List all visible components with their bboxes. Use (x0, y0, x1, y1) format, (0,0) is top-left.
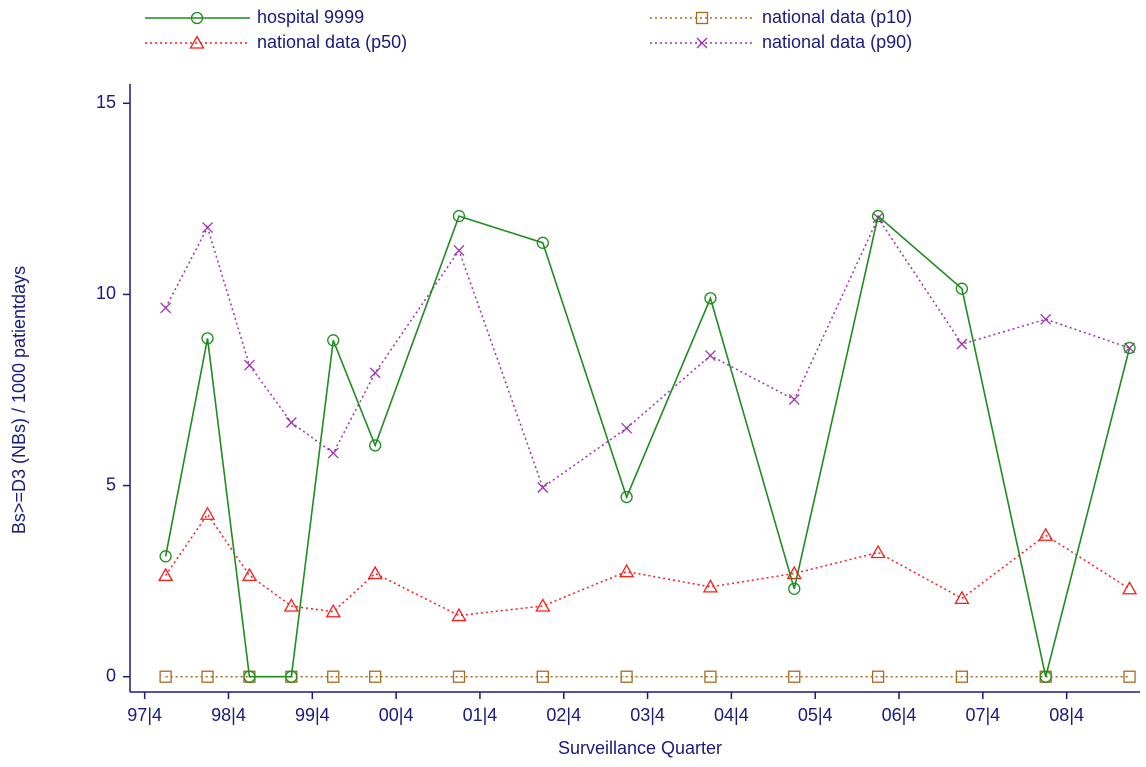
marker (1121, 580, 1138, 595)
marker (159, 670, 172, 683)
x-tick-label: 02|4 (546, 705, 581, 725)
marker (241, 567, 258, 582)
marker (704, 292, 717, 305)
series-line (164, 214, 1131, 678)
marker (325, 603, 341, 618)
marker (704, 350, 716, 362)
marker (621, 422, 633, 434)
marker (788, 582, 801, 595)
x-tick-label: 06|4 (882, 705, 917, 725)
marker (1123, 670, 1136, 683)
marker (1038, 527, 1054, 541)
marker (620, 670, 633, 683)
x-tick-label: 07|4 (965, 705, 1000, 725)
x-tick-label: 97|4 (127, 705, 162, 725)
legend-label: hospital 9999 (257, 7, 364, 27)
marker (1040, 313, 1052, 325)
marker (452, 670, 466, 683)
x-tick-label: 00|4 (379, 705, 414, 725)
marker (367, 565, 383, 580)
x-tick-label: 08|4 (1049, 705, 1084, 725)
x-tick-label: 98|4 (211, 705, 246, 725)
marker (788, 394, 800, 406)
marker (451, 607, 467, 622)
marker (696, 37, 708, 49)
y-axis-label: Bs>=D3 (NBs) / 1000 patientdays (9, 266, 29, 534)
marker (1123, 341, 1136, 355)
marker (955, 670, 969, 683)
marker (327, 447, 339, 459)
marker (871, 209, 885, 223)
marker (1039, 670, 1052, 683)
marker (620, 490, 633, 504)
marker (201, 332, 214, 345)
marker (956, 338, 968, 350)
legend-item: national data (p90) (650, 32, 912, 52)
marker (453, 245, 465, 256)
x-axis-label: Surveillance Quarter (558, 738, 722, 758)
marker (243, 670, 256, 683)
x-tick-label: 03|4 (630, 705, 665, 725)
legend-item: national data (p50) (145, 32, 407, 52)
marker (954, 590, 970, 604)
marker (871, 670, 885, 683)
marker (535, 598, 551, 612)
marker (160, 302, 172, 314)
series-line (165, 512, 1130, 617)
marker (955, 282, 969, 295)
legend-item: national data (p10) (650, 7, 912, 27)
marker (870, 544, 886, 559)
marker (190, 11, 204, 25)
marker (158, 567, 174, 582)
x-tick-label: 01|4 (463, 705, 498, 725)
marker (536, 236, 549, 249)
legend-label: national data (p90) (762, 32, 912, 52)
marker (702, 579, 719, 593)
legend-label: national data (p50) (257, 32, 407, 52)
marker (199, 506, 216, 520)
marker (788, 670, 801, 683)
x-tick-label: 99|4 (295, 705, 330, 725)
marker (159, 550, 172, 563)
marker (283, 598, 299, 612)
series-line (164, 216, 1130, 489)
y-tick-label: 5 (106, 474, 116, 494)
marker (285, 417, 297, 428)
marker (202, 222, 213, 233)
x-tick-label: 04|4 (714, 705, 749, 725)
marker (452, 209, 466, 223)
marker (619, 563, 635, 578)
y-tick-label: 15 (96, 92, 116, 112)
marker (369, 439, 382, 452)
y-tick-label: 0 (106, 665, 116, 685)
marker (327, 334, 340, 347)
marker (537, 482, 549, 493)
x-tick-label: 05|4 (798, 705, 833, 725)
marker (327, 670, 340, 683)
marker (369, 367, 381, 379)
legend-label: national data (p10) (762, 7, 912, 27)
marker (536, 670, 549, 683)
marker (369, 670, 382, 683)
y-tick-label: 10 (96, 283, 116, 303)
marker (285, 670, 298, 683)
marker (201, 670, 214, 683)
marker (704, 670, 717, 683)
legend-item: hospital 9999 (145, 7, 364, 27)
marker (243, 359, 255, 371)
marker (695, 11, 709, 25)
marker (189, 35, 205, 49)
